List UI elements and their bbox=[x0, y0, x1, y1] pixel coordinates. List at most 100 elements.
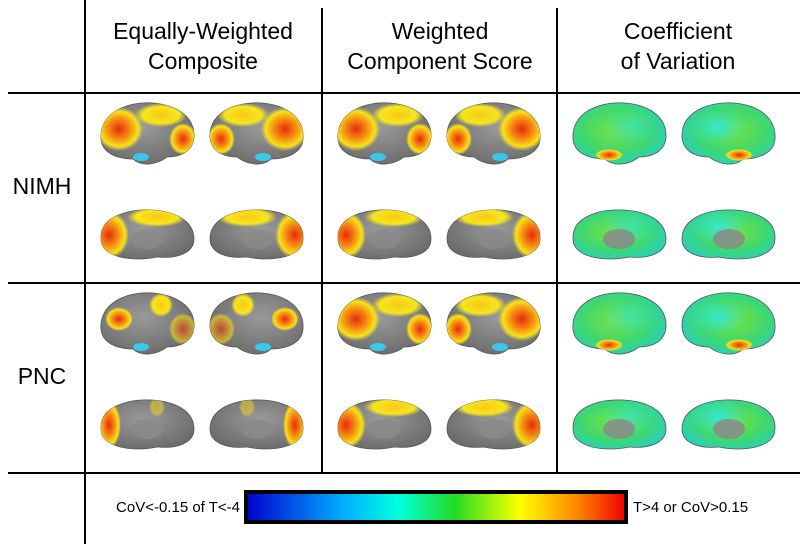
activation bbox=[338, 401, 366, 449]
activation bbox=[101, 401, 121, 449]
brain-overlay bbox=[100, 103, 195, 161]
cov-patch bbox=[599, 109, 659, 145]
deactivation bbox=[370, 343, 386, 351]
cov-hot-patch bbox=[725, 339, 753, 351]
brain bbox=[446, 209, 541, 260]
brain bbox=[572, 209, 667, 260]
activation bbox=[169, 313, 195, 345]
cov-hot-patch bbox=[595, 149, 623, 161]
brain bbox=[100, 399, 195, 450]
row-label: NIMH bbox=[13, 173, 72, 199]
brain-overlay bbox=[689, 299, 753, 351]
brain bbox=[100, 102, 195, 165]
activation bbox=[209, 313, 235, 345]
activation bbox=[364, 399, 424, 417]
activation bbox=[217, 209, 277, 227]
brain bbox=[100, 209, 195, 260]
activation bbox=[446, 313, 472, 345]
cov-hot-patch bbox=[595, 339, 623, 351]
brain bbox=[446, 399, 541, 450]
deactivation bbox=[255, 153, 271, 161]
medial-wall bbox=[603, 419, 635, 439]
deactivation bbox=[492, 153, 508, 161]
column-header: Equally-Weighted bbox=[113, 18, 293, 44]
activation bbox=[372, 293, 424, 317]
activation bbox=[512, 211, 540, 259]
medial-wall bbox=[241, 229, 273, 249]
activation bbox=[338, 211, 366, 259]
brain bbox=[681, 102, 776, 165]
brain bbox=[681, 292, 776, 355]
column-header: of Variation bbox=[621, 48, 736, 74]
brain bbox=[446, 292, 541, 355]
medial-wall bbox=[713, 419, 745, 439]
brain bbox=[209, 399, 304, 450]
activation bbox=[406, 123, 432, 155]
row-label: PNC bbox=[18, 363, 67, 389]
column-header: Component Score bbox=[347, 48, 532, 74]
medial-wall bbox=[368, 419, 400, 439]
cov-patch bbox=[599, 299, 659, 335]
activation bbox=[364, 209, 424, 227]
deactivation bbox=[133, 153, 149, 161]
activation bbox=[512, 401, 540, 449]
activation bbox=[271, 307, 299, 331]
cov-patch bbox=[689, 109, 749, 145]
activation bbox=[217, 103, 269, 127]
brain-images bbox=[100, 102, 776, 450]
brain bbox=[572, 292, 667, 355]
brain-overlay bbox=[105, 293, 195, 351]
activation bbox=[406, 313, 432, 345]
colorbar-low-label: CoV<-0.15 of T<-4 bbox=[116, 499, 240, 516]
brain-overlay bbox=[689, 109, 753, 161]
deactivation bbox=[133, 343, 149, 351]
brain bbox=[337, 102, 432, 165]
deactivation bbox=[492, 343, 508, 351]
deactivation bbox=[370, 153, 386, 161]
activation bbox=[454, 209, 514, 227]
medial-wall bbox=[478, 229, 510, 249]
medial-wall bbox=[368, 229, 400, 249]
brain bbox=[572, 399, 667, 450]
cov-patch bbox=[689, 299, 749, 335]
column-header: Weighted bbox=[392, 18, 489, 44]
brain-overlay bbox=[446, 293, 541, 351]
medial-wall bbox=[478, 419, 510, 439]
activation bbox=[239, 399, 255, 417]
activation bbox=[127, 209, 187, 227]
brain bbox=[337, 209, 432, 260]
activation bbox=[135, 103, 187, 127]
brain bbox=[337, 292, 432, 355]
activation bbox=[446, 123, 472, 155]
brain bbox=[209, 292, 304, 355]
brain bbox=[100, 292, 195, 355]
activation bbox=[454, 399, 514, 417]
brain bbox=[446, 102, 541, 165]
colorbar bbox=[244, 490, 628, 524]
medial-wall bbox=[131, 229, 163, 249]
activation bbox=[283, 401, 303, 449]
brain bbox=[681, 209, 776, 260]
brain bbox=[337, 399, 432, 450]
brain-overlay bbox=[595, 299, 659, 351]
brain bbox=[681, 399, 776, 450]
medial-wall bbox=[241, 419, 273, 439]
activation bbox=[231, 293, 255, 317]
activation bbox=[275, 211, 303, 259]
activation bbox=[149, 293, 173, 317]
brain-overlay bbox=[209, 293, 299, 351]
brain bbox=[209, 102, 304, 165]
colorbar-high-label: T>4 or CoV>0.15 bbox=[633, 499, 748, 516]
cov-hot-patch bbox=[725, 149, 753, 161]
activation bbox=[209, 123, 235, 155]
deactivation bbox=[255, 343, 271, 351]
medial-wall bbox=[131, 419, 163, 439]
activation bbox=[169, 123, 195, 155]
column-header: Composite bbox=[148, 48, 258, 74]
activation bbox=[105, 307, 133, 331]
activation bbox=[372, 103, 424, 127]
activation bbox=[149, 399, 165, 417]
activation bbox=[454, 103, 506, 127]
medial-wall bbox=[603, 229, 635, 249]
